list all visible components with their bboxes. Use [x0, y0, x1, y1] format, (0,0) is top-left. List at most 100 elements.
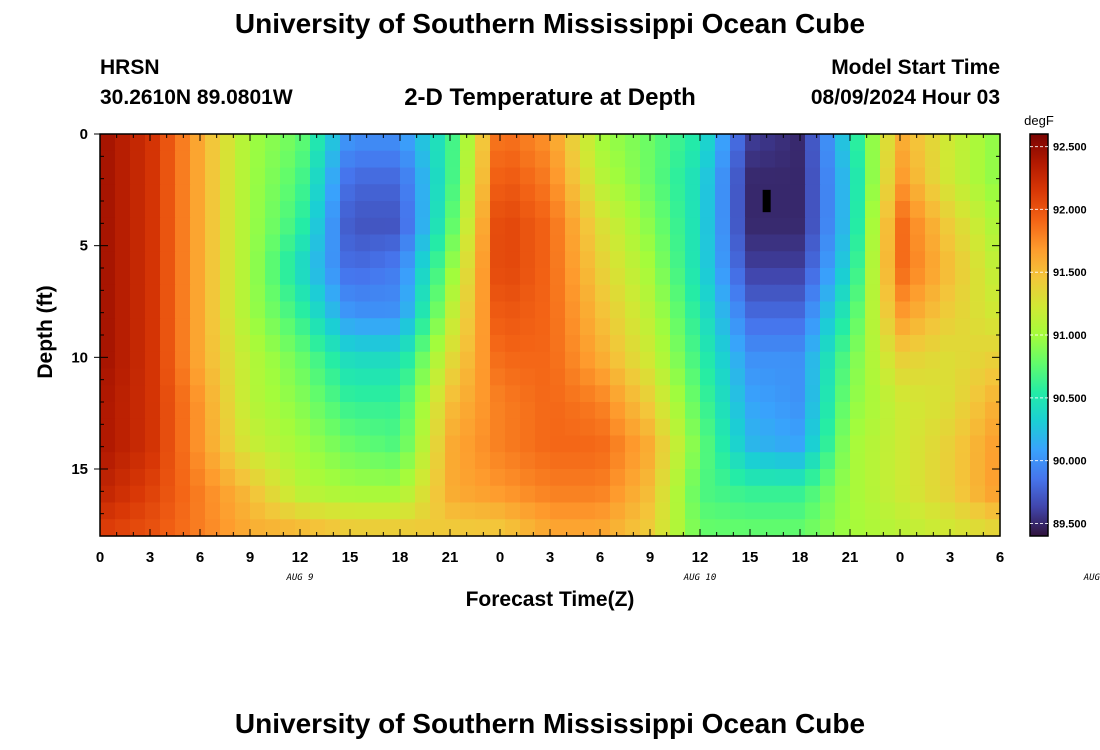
heatmap-cell	[895, 368, 911, 386]
heatmap-cell	[595, 217, 611, 236]
heatmap-cell	[715, 134, 731, 152]
heatmap-cell	[325, 335, 341, 353]
heatmap-cell	[775, 134, 791, 152]
heatmap-cell	[580, 150, 596, 169]
heatmap-cell	[280, 351, 296, 370]
heatmap-cell	[265, 251, 281, 269]
heatmap-cell	[685, 268, 701, 286]
heatmap-cell	[775, 184, 791, 202]
heatmap-cell	[685, 167, 701, 185]
heatmap-cell	[250, 251, 266, 269]
heatmap-cell	[865, 318, 881, 336]
heatmap-cell	[355, 469, 371, 487]
heatmap-cell	[880, 150, 896, 169]
heatmap-cell	[700, 402, 716, 420]
heatmap-cell	[220, 184, 236, 202]
heatmap-cell	[265, 201, 281, 219]
heatmap-cell	[235, 318, 251, 336]
heatmap-cell	[700, 134, 716, 152]
heatmap-cell	[160, 284, 176, 303]
heatmap-cell	[295, 368, 311, 386]
heatmap-cell	[445, 502, 461, 520]
heatmap-cell	[295, 469, 311, 487]
heatmap-cell	[445, 201, 461, 219]
heatmap-cell	[625, 452, 641, 470]
heatmap-cell	[400, 301, 416, 319]
heatmap-cell	[235, 452, 251, 470]
heatmap-cell	[775, 502, 791, 520]
heatmap-cell	[385, 368, 401, 386]
heatmap-cell	[430, 251, 446, 269]
heatmap-cell	[685, 134, 701, 152]
heatmap-cell	[970, 385, 986, 403]
heatmap-cell	[370, 385, 386, 403]
heatmap-cell	[985, 485, 1001, 504]
heatmap-cell	[850, 469, 866, 487]
heatmap-cell	[475, 469, 491, 487]
heatmap-cell	[925, 217, 941, 236]
heatmap-cell	[430, 284, 446, 303]
heatmap-cell	[430, 318, 446, 336]
heatmap-cell	[610, 234, 626, 252]
heatmap-cell	[130, 502, 146, 520]
heatmap-cell	[130, 301, 146, 319]
heatmap-cell	[385, 150, 401, 169]
heatmap-cell	[790, 268, 806, 286]
heatmap-cell	[130, 134, 146, 152]
heatmap-cell	[115, 301, 131, 319]
heatmap-cell	[250, 268, 266, 286]
heatmap-cell	[220, 469, 236, 487]
heatmap-cell	[265, 301, 281, 319]
heatmap-cell	[565, 452, 581, 470]
heatmap-cell	[595, 150, 611, 169]
heatmap-cell	[895, 435, 911, 453]
heatmap-cell	[160, 167, 176, 185]
heatmap-cell	[415, 402, 431, 420]
heatmap-cell	[370, 318, 386, 336]
heatmap-cell	[415, 318, 431, 336]
heatmap-cell	[325, 184, 341, 202]
heatmap-cell	[340, 201, 356, 219]
heatmap-cell	[535, 485, 551, 504]
heatmap-cell	[175, 435, 191, 453]
heatmap-cell	[850, 318, 866, 336]
heatmap-cell	[850, 184, 866, 202]
heatmap-cell	[940, 385, 956, 403]
heatmap-cell	[490, 217, 506, 236]
heatmap-cell	[160, 368, 176, 386]
heatmap-cell	[895, 167, 911, 185]
heatmap-cell	[910, 217, 926, 236]
heatmap-cell	[910, 234, 926, 252]
heatmap-cell	[835, 418, 851, 437]
heatmap-cell	[430, 217, 446, 236]
heatmap-cell	[685, 217, 701, 236]
heatmap-cell	[415, 351, 431, 370]
heatmap-cell	[865, 167, 881, 185]
x-tick-label: 15	[742, 549, 759, 566]
heatmap-cell	[805, 301, 821, 319]
heatmap-cell	[820, 251, 836, 269]
heatmap-cell	[475, 150, 491, 169]
heatmap-cell	[985, 402, 1001, 420]
heatmap-cell	[340, 402, 356, 420]
heatmap-cell	[640, 167, 656, 185]
heatmap-cell	[460, 150, 476, 169]
heatmap-cell	[400, 435, 416, 453]
heatmap-cell	[970, 134, 986, 152]
heatmap-cell	[460, 251, 476, 269]
heatmap-cell	[190, 402, 206, 420]
heatmap-cell	[505, 184, 521, 202]
heatmap-cell	[505, 502, 521, 520]
heatmap-cell	[700, 284, 716, 303]
heatmap-cell	[565, 435, 581, 453]
heatmap-cell	[205, 469, 221, 487]
heatmap-cell	[205, 134, 221, 152]
heatmap-cell	[595, 502, 611, 520]
heatmap-cell	[385, 469, 401, 487]
heatmap-cell	[700, 452, 716, 470]
heatmap-cell	[655, 368, 671, 386]
heatmap-cell	[160, 485, 176, 504]
heatmap-cell	[805, 452, 821, 470]
heatmap-cell	[100, 184, 116, 202]
heatmap-cell	[430, 335, 446, 353]
